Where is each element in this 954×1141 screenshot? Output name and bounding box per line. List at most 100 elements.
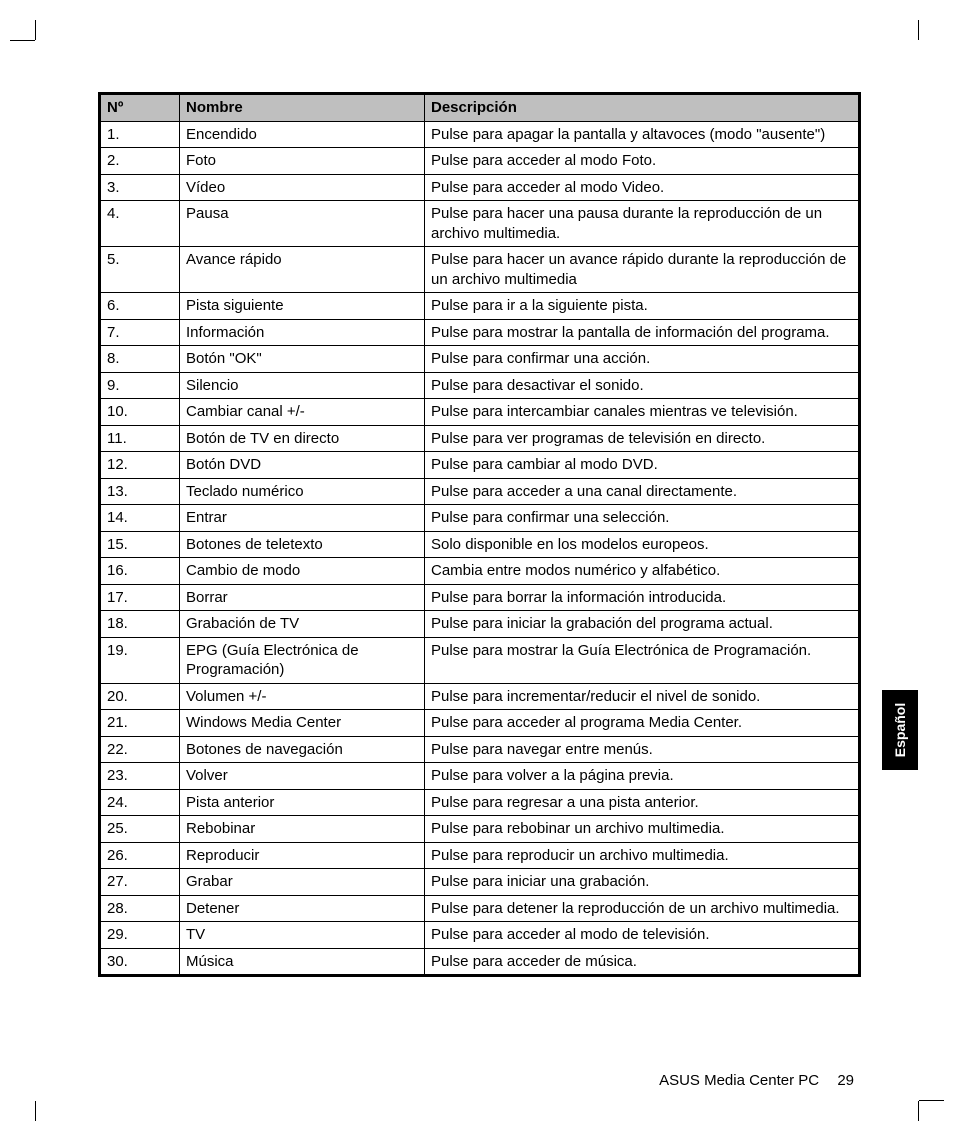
cell-number: 11. [100,425,180,452]
cell-number: 19. [100,637,180,683]
cell-desc: Pulse para apagar la pantalla y altavoce… [425,121,860,148]
cell-number: 27. [100,869,180,896]
cell-number: 8. [100,346,180,373]
cell-desc: Pulse para desactivar el sonido. [425,372,860,399]
cell-number: 18. [100,611,180,638]
col-header-name: Nombre [180,94,425,122]
cell-name: Información [180,319,425,346]
cell-desc: Pulse para ir a la siguiente pista. [425,293,860,320]
cell-number: 10. [100,399,180,426]
cell-name: Botones de teletexto [180,531,425,558]
cell-desc: Pulse para borrar la información introdu… [425,584,860,611]
cell-desc: Pulse para navegar entre menús. [425,736,860,763]
language-tab-label: Español [892,703,908,757]
cell-desc: Pulse para intercambiar canales mientras… [425,399,860,426]
cell-name: Teclado numérico [180,478,425,505]
cell-name: Grabar [180,869,425,896]
crop-mark [918,20,919,40]
table-row: 17.BorrarPulse para borrar la informació… [100,584,860,611]
cell-number: 7. [100,319,180,346]
cell-name: TV [180,922,425,949]
table-row: 10.Cambiar canal +/-Pulse para intercamb… [100,399,860,426]
table-row: 30.MúsicaPulse para acceder de música. [100,948,860,976]
cell-desc: Pulse para iniciar la grabación del prog… [425,611,860,638]
cell-number: 2. [100,148,180,175]
cell-number: 12. [100,452,180,479]
cell-number: 15. [100,531,180,558]
cell-number: 20. [100,683,180,710]
table-row: 2.FotoPulse para acceder al modo Foto. [100,148,860,175]
cell-name: Silencio [180,372,425,399]
cell-name: Pista siguiente [180,293,425,320]
remote-buttons-table: Nº Nombre Descripción 1.EncendidoPulse p… [98,92,861,977]
footer-product: ASUS Media Center PC [659,1072,819,1089]
table-row: 21.Windows Media CenterPulse para accede… [100,710,860,737]
table-row: 8.Botón "OK"Pulse para confirmar una acc… [100,346,860,373]
cell-desc: Pulse para acceder al modo Video. [425,174,860,201]
crop-mark [35,20,36,40]
cell-desc: Pulse para volver a la página previa. [425,763,860,790]
cell-name: Volver [180,763,425,790]
cell-number: 21. [100,710,180,737]
table-row: 20.Volumen +/-Pulse para incrementar/red… [100,683,860,710]
table-row: 24.Pista anteriorPulse para regresar a u… [100,789,860,816]
cell-number: 23. [100,763,180,790]
table-row: 25.RebobinarPulse para rebobinar un arch… [100,816,860,843]
cell-name: Avance rápido [180,247,425,293]
page-footer: ASUS Media Center PC 29 [659,1072,854,1089]
cell-name: Pausa [180,201,425,247]
cell-number: 1. [100,121,180,148]
cell-number: 3. [100,174,180,201]
table-row: 3.VídeoPulse para acceder al modo Video. [100,174,860,201]
cell-name: Botón DVD [180,452,425,479]
table-row: 4.PausaPulse para hacer una pausa durant… [100,201,860,247]
cell-name: Botón "OK" [180,346,425,373]
table-row: 19.EPG (Guía Electrónica de Programación… [100,637,860,683]
table-row: 5.Avance rápidoPulse para hacer un avanc… [100,247,860,293]
cell-desc: Pulse para regresar a una pista anterior… [425,789,860,816]
table-row: 18.Grabación de TVPulse para iniciar la … [100,611,860,638]
page-content: Nº Nombre Descripción 1.EncendidoPulse p… [98,92,861,977]
cell-name: Cambio de modo [180,558,425,585]
cell-desc: Pulse para hacer una pausa durante la re… [425,201,860,247]
table-row: 16.Cambio de modoCambia entre modos numé… [100,558,860,585]
cell-name: Pista anterior [180,789,425,816]
cell-desc: Cambia entre modos numérico y alfabético… [425,558,860,585]
cell-name: Reproducir [180,842,425,869]
cell-number: 17. [100,584,180,611]
footer-page-number: 29 [837,1072,854,1089]
language-tab: Español [882,690,918,770]
cell-number: 5. [100,247,180,293]
table-row: 11.Botón de TV en directoPulse para ver … [100,425,860,452]
cell-name: Borrar [180,584,425,611]
table-row: 26.ReproducirPulse para reproducir un ar… [100,842,860,869]
cell-number: 9. [100,372,180,399]
table-row: 23.VolverPulse para volver a la página p… [100,763,860,790]
cell-desc: Pulse para hacer un avance rápido durant… [425,247,860,293]
col-header-desc: Descripción [425,94,860,122]
cell-name: Entrar [180,505,425,532]
cell-number: 28. [100,895,180,922]
table-row: 13.Teclado numéricoPulse para acceder a … [100,478,860,505]
cell-number: 30. [100,948,180,976]
table-header-row: Nº Nombre Descripción [100,94,860,122]
table-row: 27.GrabarPulse para iniciar una grabació… [100,869,860,896]
cell-desc: Pulse para mostrar la Guía Electrónica d… [425,637,860,683]
crop-mark [35,1101,36,1121]
cell-desc: Pulse para acceder al programa Media Cen… [425,710,860,737]
cell-name: Cambiar canal +/- [180,399,425,426]
cell-name: Detener [180,895,425,922]
cell-name: Rebobinar [180,816,425,843]
cell-desc: Pulse para acceder a una canal directame… [425,478,860,505]
cell-name: Encendido [180,121,425,148]
table-row: 7.InformaciónPulse para mostrar la panta… [100,319,860,346]
cell-number: 29. [100,922,180,949]
cell-desc: Pulse para acceder de música. [425,948,860,976]
table-row: 9.SilencioPulse para desactivar el sonid… [100,372,860,399]
cell-name: Vídeo [180,174,425,201]
cell-number: 16. [100,558,180,585]
cell-desc: Pulse para reproducir un archivo multime… [425,842,860,869]
cell-desc: Pulse para mostrar la pantalla de inform… [425,319,860,346]
crop-mark [919,1100,944,1101]
cell-desc: Pulse para cambiar al modo DVD. [425,452,860,479]
